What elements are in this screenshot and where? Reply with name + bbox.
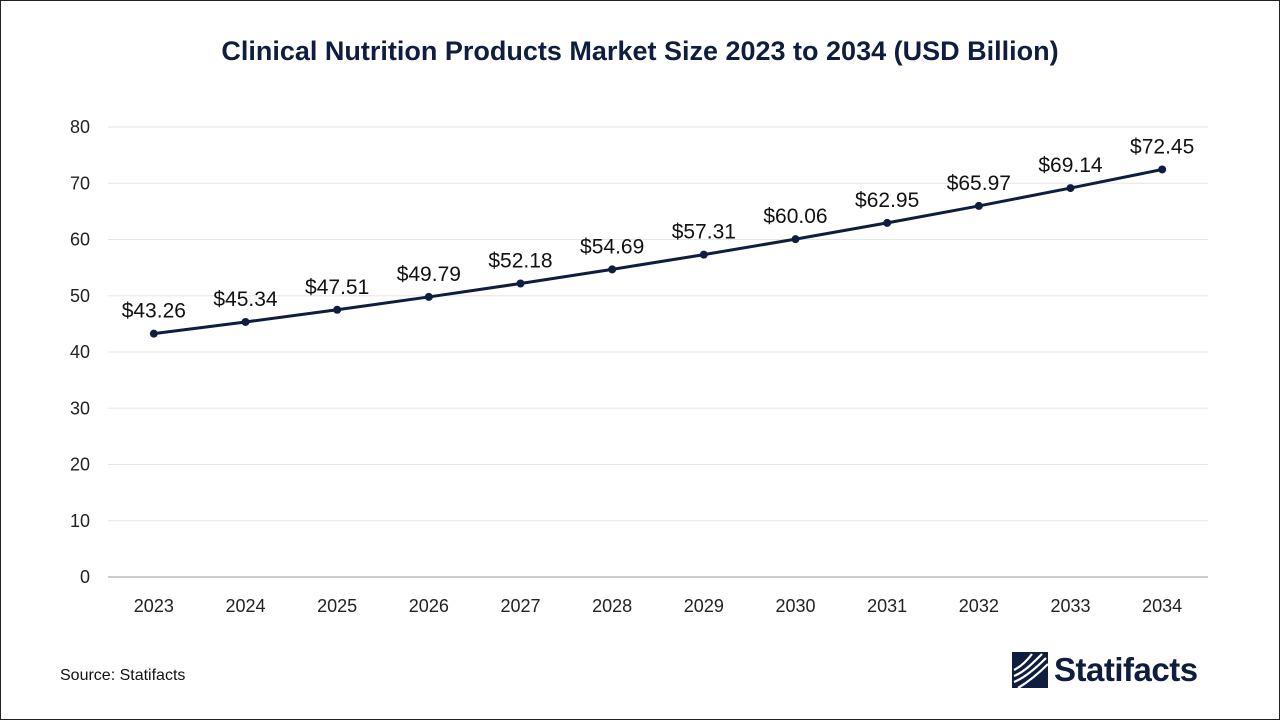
data-point: [883, 218, 892, 227]
data-label: $72.45: [1130, 135, 1194, 158]
x-tick-label: 2024: [225, 596, 265, 616]
data-point: [333, 305, 342, 314]
data-label: $45.34: [213, 288, 278, 311]
data-label: $49.79: [397, 263, 461, 286]
source-note: Source: Statifacts: [60, 667, 186, 684]
data-label: $52.18: [488, 249, 552, 272]
data-point: [608, 265, 617, 274]
data-point: [791, 235, 800, 244]
data-label: $60.06: [763, 205, 827, 228]
y-tick-label: 30: [70, 398, 90, 418]
data-point: [149, 329, 158, 338]
x-tick-label: 2031: [867, 596, 907, 616]
brand-name: Statifacts: [1054, 651, 1198, 688]
x-tick-label: 2027: [500, 596, 540, 616]
brand-logo: Statifacts: [1012, 650, 1198, 690]
y-tick-label: 0: [80, 567, 90, 587]
data-label: $54.69: [580, 235, 644, 258]
data-point: [1158, 165, 1167, 174]
data-point: [1066, 184, 1075, 193]
data-point: [516, 279, 525, 288]
y-tick-label: 10: [70, 511, 90, 531]
series-line: [153, 167, 1163, 336]
data-label: $69.14: [1038, 154, 1103, 177]
x-tick-label: 2029: [684, 596, 724, 616]
data-label: $43.26: [122, 300, 186, 323]
data-label: $62.95: [855, 189, 919, 212]
data-label: $65.97: [947, 172, 1011, 195]
data-point: [974, 201, 983, 210]
data-point: [241, 317, 250, 326]
x-tick-label: 2026: [409, 596, 449, 616]
y-tick-label: 40: [70, 342, 90, 362]
data-point: [424, 292, 433, 301]
y-tick-label: 80: [70, 117, 90, 137]
x-tick-label: 2025: [317, 596, 357, 616]
statifacts-logo-icon: [1012, 652, 1048, 688]
y-tick-label: 60: [70, 230, 90, 250]
x-tick-label: 2033: [1050, 596, 1090, 616]
x-tick-label: 2028: [592, 596, 632, 616]
y-tick-label: 70: [70, 173, 90, 193]
x-tick-label: 2030: [775, 596, 815, 616]
x-tick-label: 2032: [959, 596, 999, 616]
x-tick-label: 2023: [134, 596, 174, 616]
data-point: [699, 250, 708, 259]
y-tick-label: 50: [70, 286, 90, 306]
x-tick-label: 2034: [1142, 596, 1182, 616]
data-label: $57.31: [672, 221, 736, 244]
chart-title: Clinical Nutrition Products Market Size …: [221, 36, 1059, 66]
y-tick-label: 20: [70, 455, 90, 475]
data-label: $47.51: [305, 276, 369, 299]
